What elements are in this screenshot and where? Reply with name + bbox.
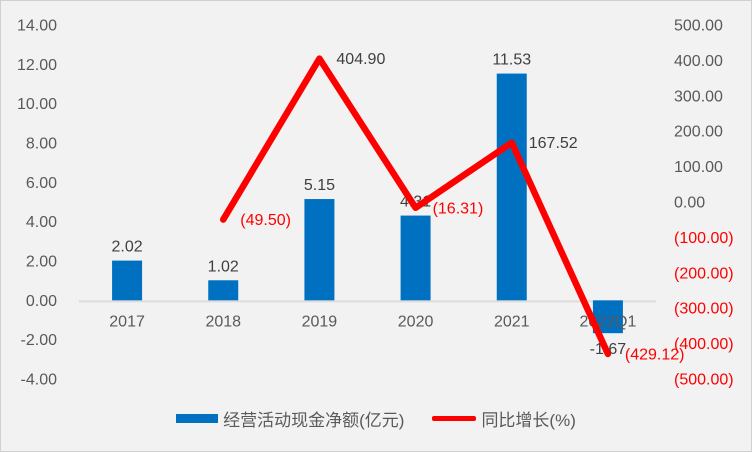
- legend-item-bar-series: 经营活动现金净额(亿元): [176, 406, 404, 431]
- bar-2017: [112, 260, 143, 301]
- right-axis-tick: 300.00: [674, 88, 723, 105]
- bar-2018: [208, 280, 239, 301]
- left-axis-tick: -2.00: [21, 332, 58, 349]
- right-axis-tick: 400.00: [674, 53, 723, 70]
- line-series-label: 同比增长(%): [481, 411, 576, 430]
- growth-line: [220, 55, 612, 358]
- line-value-label: (429.12): [625, 346, 685, 363]
- right-axis-tick: (400.00): [674, 336, 734, 353]
- legend-item-line-series: 同比增长(%): [432, 406, 576, 431]
- line-value-label: 404.90: [336, 51, 385, 68]
- x-tick-label-2020: 2020: [398, 313, 434, 330]
- bar-2020: [400, 215, 431, 301]
- left-axis-tick: 6.00: [26, 175, 57, 192]
- bar-series-swatch: [176, 414, 219, 423]
- right-axis-tick: 500.00: [674, 18, 723, 35]
- left-axis-tick: 10.00: [17, 96, 57, 113]
- right-axis-tick: 0.00: [674, 195, 705, 212]
- right-axis-tick: 100.00: [674, 159, 723, 176]
- left-axis-tick: 4.00: [26, 214, 57, 231]
- left-axis-tick: 8.00: [26, 136, 57, 153]
- bar-series-label: 经营活动现金净额(亿元): [223, 411, 405, 430]
- chart-legend: 经营活动现金净额(亿元) 同比增长(%): [1, 406, 751, 431]
- left-axis-tick: -4.00: [21, 372, 58, 389]
- bar-value-label: 1.02: [208, 258, 239, 275]
- x-tick-label-2018: 2018: [205, 313, 241, 330]
- right-axis-tick: 200.00: [674, 124, 723, 141]
- x-tick-label-2021: 2021: [494, 313, 530, 330]
- bar-value-label: 5.15: [304, 177, 335, 194]
- left-axis-tick: 2.00: [26, 254, 57, 271]
- line-value-label: (49.50): [240, 212, 291, 229]
- bar-value-label: 2.02: [112, 239, 143, 256]
- left-axis-tick: 12.00: [17, 57, 57, 74]
- right-axis-tick: (200.00): [674, 265, 734, 282]
- left-axis-tick: 0.00: [26, 293, 57, 310]
- left-axis-tick: 14.00: [17, 18, 57, 35]
- line-value-label: 167.52: [529, 135, 578, 152]
- bar-value-label: 11.53: [492, 52, 531, 69]
- right-axis-tick: (300.00): [674, 301, 734, 318]
- right-axis-tick: (100.00): [674, 230, 734, 247]
- right-axis-tick: (500.00): [674, 372, 734, 389]
- x-tick-label-2017: 2017: [109, 313, 145, 330]
- line-value-label: (16.31): [433, 200, 484, 217]
- x-tick-label-2019: 2019: [302, 313, 338, 330]
- bar-2019: [304, 199, 335, 301]
- line-series-swatch: [432, 416, 477, 421]
- bar-2021: [496, 73, 527, 301]
